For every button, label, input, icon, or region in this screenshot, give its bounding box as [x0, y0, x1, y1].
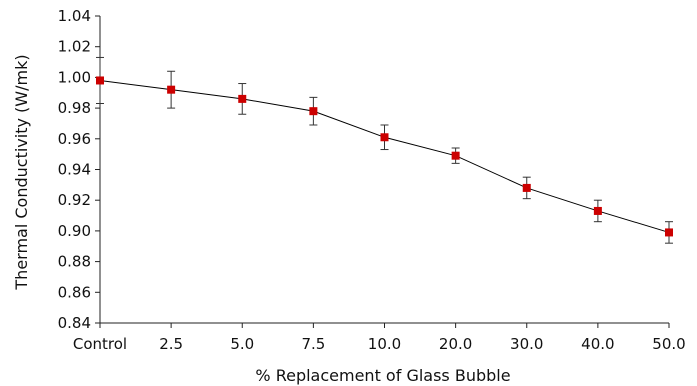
data-point-marker	[380, 133, 389, 142]
x-tick-label: 30.0	[510, 335, 543, 353]
data-point-marker	[451, 151, 460, 160]
y-axis-title: Thermal Conductivity (W/mk)	[12, 54, 31, 290]
x-tick-label: 10.0	[368, 335, 401, 353]
y-tick-label: 0.86	[58, 283, 91, 301]
series-line	[99, 79, 670, 233]
y-tick-label: 1.04	[58, 7, 91, 25]
y-tick-label: 0.96	[58, 130, 91, 148]
y-tick-label: 0.92	[58, 191, 91, 209]
x-tick-label: 7.5	[301, 335, 325, 353]
y-axis-ticks: 0.84 0.86 0.88 0.90 0.92 0.94 0.96 0.98 1.00 1.02…	[58, 7, 100, 332]
data-point-marker	[96, 76, 104, 85]
y-tick-label: 0.94	[58, 161, 91, 179]
data-point-marker	[593, 206, 602, 215]
data-point-marker	[238, 94, 247, 103]
y-tick-label: 0.88	[58, 253, 91, 271]
y-tick-label: 0.90	[58, 222, 91, 240]
data-point-marker	[522, 183, 531, 192]
chart-axes	[99, 16, 669, 324]
series-group	[96, 56, 673, 244]
y-tick-label: 1.02	[58, 38, 91, 56]
data-point-marker	[309, 107, 318, 116]
data-point-marker	[167, 85, 176, 94]
x-axis-title: % Replacement of Glass Bubble	[255, 366, 510, 385]
y-tick-label: 0.84	[58, 314, 91, 332]
x-tick-label: 50.0	[652, 335, 685, 353]
x-tick-label: 2.5	[159, 335, 183, 353]
x-tick-label: 40.0	[581, 335, 614, 353]
x-tick-label: Control	[73, 335, 127, 353]
y-tick-label: 0.98	[58, 99, 91, 117]
x-tick-label: 20.0	[439, 335, 472, 353]
x-axis-ticks: Control 2.5 5.0 7.5 10.0 20.0 30.0 40.0 50.0	[73, 323, 686, 353]
y-tick-label: 1.00	[58, 68, 91, 86]
x-tick-label: 5.0	[230, 335, 254, 353]
data-point-marker	[665, 228, 673, 237]
